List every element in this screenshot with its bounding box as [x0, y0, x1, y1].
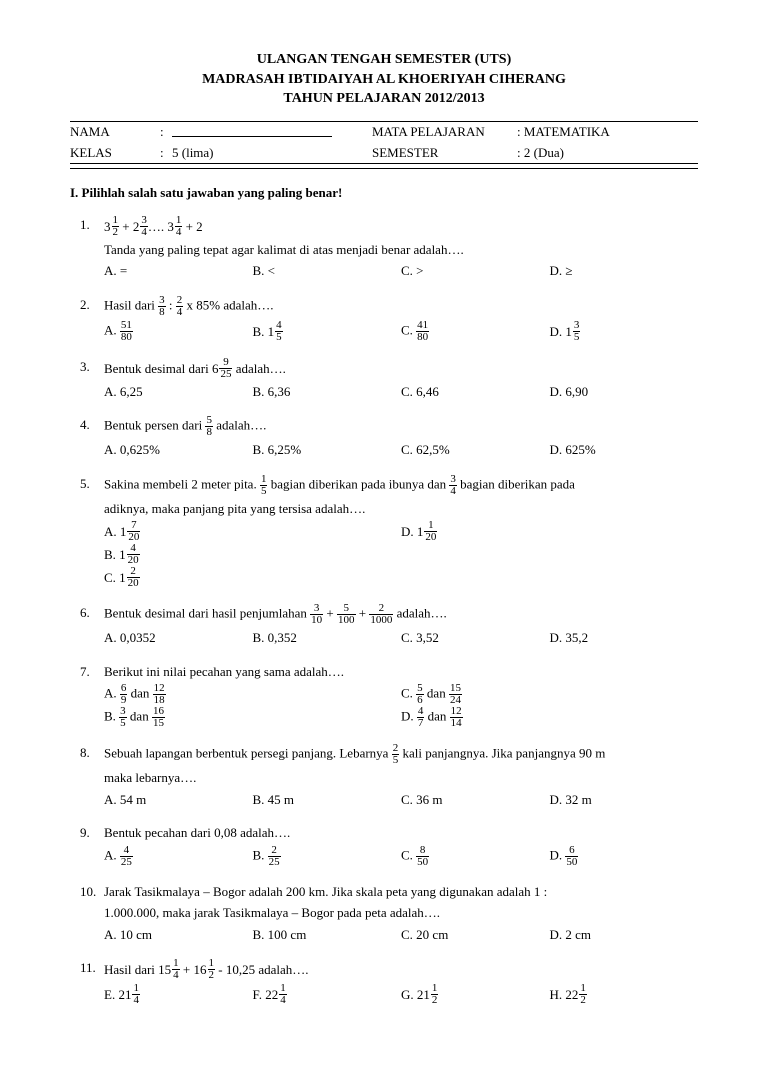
q7-opt-d: D. 47 dan 1214 — [401, 706, 698, 729]
question-11: 11. Hasil dari 1514 + 1612 - 10,25 adala… — [70, 958, 698, 1006]
q5-opt-c: C. 1220 — [104, 566, 401, 589]
q10-opt-a: A. 10 cm — [104, 925, 253, 945]
q3-opt-b: B. 6,36 — [253, 382, 402, 402]
header-line-1: ULANGAN TENGAH SEMESTER (UTS) — [70, 50, 698, 70]
question-5: 5. Sakina membeli 2 meter pita. 15 bagia… — [70, 474, 698, 590]
q5-opt-d: D. 1120 — [401, 520, 698, 543]
q1-opt-b: B. < — [253, 261, 402, 281]
question-9: 9. Bentuk pecahan dari 0,08 adalah…. A. … — [70, 823, 698, 868]
q8-opt-b: B. 45 m — [253, 790, 402, 810]
question-7: 7. Berikut ini nilai pecahan yang sama a… — [70, 662, 698, 730]
q4-opt-c: C. 62,5% — [401, 440, 550, 460]
mapel-value: MATEMATIKA — [524, 124, 610, 139]
exam-header: ULANGAN TENGAH SEMESTER (UTS) MADRASAH I… — [70, 50, 698, 109]
q11-opt-h: H. 2212 — [550, 983, 699, 1006]
question-4: 4. Bentuk persen dari 58 adalah…. A. 0,6… — [70, 415, 698, 460]
q3-opt-c: C. 6,46 — [401, 382, 550, 402]
q4-opt-a: A. 0,625% — [104, 440, 253, 460]
q10-opt-b: B. 100 cm — [253, 925, 402, 945]
header-line-2: MADRASAH IBTIDAIYAH AL KHOERIYAH CIHERAN… — [70, 70, 698, 90]
question-6: 6. Bentuk desimal dari hasil penjumlahan… — [70, 603, 698, 648]
question-3: 3. Bentuk desimal dari 6925 adalah…. A. … — [70, 357, 698, 402]
q9-opt-a: A. 425 — [104, 845, 253, 868]
q6-opt-c: C. 3,52 — [401, 628, 550, 648]
semester-label: SEMESTER — [372, 143, 517, 163]
q8-opt-a: A. 54 m — [104, 790, 253, 810]
q1-opt-a: A. = — [104, 261, 253, 281]
q11-opt-g: G. 2112 — [401, 983, 550, 1006]
q11-opt-e: E. 2114 — [104, 983, 253, 1006]
q7-opt-c: C. 56 dan 1524 — [401, 683, 698, 706]
q3-opt-d: D. 6,90 — [550, 382, 699, 402]
kelas-value: 5 (lima) — [172, 143, 372, 163]
kelas-label: KELAS — [70, 143, 160, 163]
q6-opt-d: D. 35,2 — [550, 628, 699, 648]
q7-opt-a: A. 69 dan 1218 — [104, 683, 401, 706]
q6-opt-a: A. 0,0352 — [104, 628, 253, 648]
q2-opt-a: A. 5180 — [104, 320, 253, 343]
q9-opt-d: D. 650 — [550, 845, 699, 868]
q5-opt-b: B. 1420 — [104, 543, 401, 566]
q9-opt-c: C. 850 — [401, 845, 550, 868]
q1-expr: 312 + 234…. 314 + 2 — [104, 215, 698, 238]
q11-opt-f: F. 2214 — [253, 983, 402, 1006]
q5-opt-a: A. 1720 — [104, 520, 401, 543]
header-line-3: TAHUN PELAJARAN 2012/2013 — [70, 89, 698, 109]
semester-value: 2 (Dua) — [524, 145, 564, 160]
info-box: NAMA : MATA PELAJARAN : MATEMATIKA KELAS… — [70, 121, 698, 164]
question-8: 8. Sebuah lapangan berbentuk persegi pan… — [70, 743, 698, 809]
question-2: 2. Hasil dari 38 : 24 x 85% adalah…. A. … — [70, 295, 698, 343]
q7-opt-b: B. 35 dan 1615 — [104, 706, 401, 729]
q1-opt-c: C. > — [401, 261, 550, 281]
q1-opt-d: D. ≥ — [550, 261, 699, 281]
q6-opt-b: B. 0,352 — [253, 628, 402, 648]
nama-label: NAMA — [70, 122, 160, 143]
nama-value — [172, 122, 372, 143]
instruction: I. Pilihlah salah satu jawaban yang pali… — [70, 185, 698, 201]
q4-opt-d: D. 625% — [550, 440, 699, 460]
q2-opt-b: B. 145 — [253, 320, 402, 343]
q4-opt-b: B. 6,25% — [253, 440, 402, 460]
q3-opt-a: A. 6,25 — [104, 382, 253, 402]
q2-opt-c: C. 4180 — [401, 320, 550, 343]
q2-opt-d: D. 135 — [550, 320, 699, 343]
q9-opt-b: B. 225 — [253, 845, 402, 868]
question-1: 1. 312 + 234…. 314 + 2 Tanda yang paling… — [70, 215, 698, 281]
question-10: 10. Jarak Tasikmalaya – Bogor adalah 200… — [70, 882, 698, 945]
q8-opt-c: C. 36 m — [401, 790, 550, 810]
q10-opt-c: C. 20 cm — [401, 925, 550, 945]
mapel-label: MATA PELAJARAN — [372, 122, 517, 143]
q8-opt-d: D. 32 m — [550, 790, 699, 810]
q10-opt-d: D. 2 cm — [550, 925, 699, 945]
